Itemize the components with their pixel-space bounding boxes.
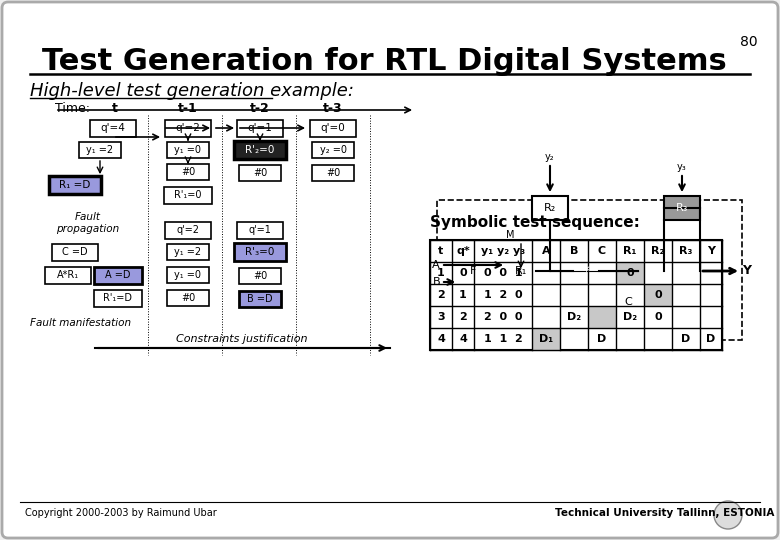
Text: *: * bbox=[583, 264, 590, 278]
Text: High-level test generation example:: High-level test generation example: bbox=[30, 82, 354, 100]
FancyBboxPatch shape bbox=[310, 119, 356, 137]
Text: 0: 0 bbox=[654, 312, 661, 322]
Text: R'₃=0: R'₃=0 bbox=[246, 247, 275, 257]
FancyBboxPatch shape bbox=[165, 221, 211, 239]
FancyBboxPatch shape bbox=[45, 267, 91, 284]
Text: y₁ =0: y₁ =0 bbox=[175, 145, 201, 155]
Text: F: F bbox=[470, 266, 476, 276]
Text: D₂: D₂ bbox=[567, 312, 581, 322]
Text: R₁ =D: R₁ =D bbox=[59, 180, 90, 190]
FancyBboxPatch shape bbox=[234, 141, 286, 159]
Text: Fault
propagation: Fault propagation bbox=[56, 212, 119, 234]
FancyBboxPatch shape bbox=[79, 142, 121, 158]
Text: C: C bbox=[624, 297, 632, 307]
Text: D₂: D₂ bbox=[623, 312, 637, 322]
FancyBboxPatch shape bbox=[234, 243, 286, 261]
Text: y₂ =0: y₂ =0 bbox=[320, 145, 346, 155]
Text: #0: #0 bbox=[253, 271, 267, 281]
FancyBboxPatch shape bbox=[638, 257, 664, 285]
FancyBboxPatch shape bbox=[588, 306, 616, 328]
Text: #0: #0 bbox=[181, 167, 195, 177]
Text: Symbolic test sequence:: Symbolic test sequence: bbox=[430, 215, 640, 230]
FancyBboxPatch shape bbox=[644, 284, 672, 306]
Text: q'=2: q'=2 bbox=[176, 225, 200, 235]
FancyBboxPatch shape bbox=[664, 196, 700, 220]
Text: B: B bbox=[570, 246, 578, 256]
FancyBboxPatch shape bbox=[237, 119, 283, 137]
Text: 0: 0 bbox=[626, 268, 634, 278]
FancyBboxPatch shape bbox=[94, 267, 142, 284]
Text: R₁: R₁ bbox=[623, 246, 636, 256]
Text: #0: #0 bbox=[326, 168, 340, 178]
Text: Technical University Tallinn, ESTONIA: Technical University Tallinn, ESTONIA bbox=[555, 508, 775, 518]
Text: R₃: R₃ bbox=[675, 203, 688, 213]
FancyBboxPatch shape bbox=[167, 142, 209, 158]
FancyBboxPatch shape bbox=[167, 244, 209, 260]
Text: M: M bbox=[505, 230, 514, 240]
Text: q'=0: q'=0 bbox=[321, 123, 346, 133]
Text: R'₂=0: R'₂=0 bbox=[246, 145, 275, 155]
FancyBboxPatch shape bbox=[532, 196, 568, 220]
Text: t-3: t-3 bbox=[323, 102, 343, 115]
Text: q*: q* bbox=[456, 246, 470, 256]
Text: 1  2  0: 1 2 0 bbox=[484, 290, 523, 300]
Text: R₃: R₃ bbox=[679, 246, 693, 256]
FancyBboxPatch shape bbox=[616, 262, 644, 284]
Text: A*R₁: A*R₁ bbox=[57, 270, 79, 280]
Circle shape bbox=[714, 501, 742, 529]
Text: y₃: y₃ bbox=[677, 162, 687, 172]
FancyBboxPatch shape bbox=[237, 221, 283, 239]
FancyBboxPatch shape bbox=[167, 164, 209, 180]
Text: Constraints justification: Constraints justification bbox=[176, 334, 308, 344]
Text: 80: 80 bbox=[740, 35, 758, 49]
Text: A: A bbox=[432, 260, 440, 270]
FancyBboxPatch shape bbox=[430, 240, 722, 350]
FancyBboxPatch shape bbox=[312, 142, 354, 158]
Text: +: + bbox=[645, 264, 657, 278]
Text: 0: 0 bbox=[459, 268, 466, 278]
Text: t-1: t-1 bbox=[178, 102, 198, 115]
Text: q'=2: q'=2 bbox=[176, 123, 200, 133]
Text: A: A bbox=[541, 246, 551, 256]
Text: y₁ =0: y₁ =0 bbox=[175, 270, 201, 280]
Text: Y: Y bbox=[707, 246, 715, 256]
Text: 1: 1 bbox=[437, 268, 445, 278]
FancyBboxPatch shape bbox=[165, 119, 211, 137]
Text: #0: #0 bbox=[181, 293, 195, 303]
Text: 0  0  1: 0 0 1 bbox=[484, 268, 523, 278]
Text: Test Generation for RTL Digital Systems: Test Generation for RTL Digital Systems bbox=[42, 47, 727, 76]
Text: t: t bbox=[438, 246, 444, 256]
FancyBboxPatch shape bbox=[49, 176, 101, 194]
Text: R₂: R₂ bbox=[651, 246, 665, 256]
Text: q'=1: q'=1 bbox=[249, 225, 271, 235]
Text: D: D bbox=[682, 334, 690, 344]
Text: D: D bbox=[597, 334, 607, 344]
Text: 2: 2 bbox=[459, 312, 467, 322]
FancyBboxPatch shape bbox=[52, 244, 98, 260]
Text: C: C bbox=[598, 246, 606, 256]
Text: t-2: t-2 bbox=[250, 102, 270, 115]
FancyBboxPatch shape bbox=[239, 165, 281, 181]
FancyBboxPatch shape bbox=[167, 267, 209, 283]
Text: q'=4: q'=4 bbox=[101, 123, 126, 133]
Text: R'₁=0: R'₁=0 bbox=[174, 190, 202, 200]
Text: t: t bbox=[112, 102, 118, 115]
Text: D: D bbox=[707, 334, 715, 344]
Text: q'=1: q'=1 bbox=[247, 123, 272, 133]
Text: 2: 2 bbox=[437, 290, 445, 300]
Text: Copyright 2000-2003 by Raimund Ubar: Copyright 2000-2003 by Raimund Ubar bbox=[25, 508, 217, 518]
Text: 2  0  0: 2 0 0 bbox=[484, 312, 523, 322]
FancyBboxPatch shape bbox=[94, 289, 142, 307]
Text: R₁: R₁ bbox=[515, 266, 527, 276]
FancyBboxPatch shape bbox=[506, 257, 536, 285]
Text: #0: #0 bbox=[253, 168, 267, 178]
Text: 1: 1 bbox=[459, 290, 467, 300]
Text: y₂: y₂ bbox=[545, 152, 555, 162]
Text: R₂: R₂ bbox=[544, 203, 556, 213]
Text: 3: 3 bbox=[437, 312, 445, 322]
Text: Fault manifestation: Fault manifestation bbox=[30, 318, 131, 328]
FancyBboxPatch shape bbox=[532, 328, 560, 350]
Text: B =D: B =D bbox=[247, 294, 273, 304]
Text: 4: 4 bbox=[459, 334, 467, 344]
